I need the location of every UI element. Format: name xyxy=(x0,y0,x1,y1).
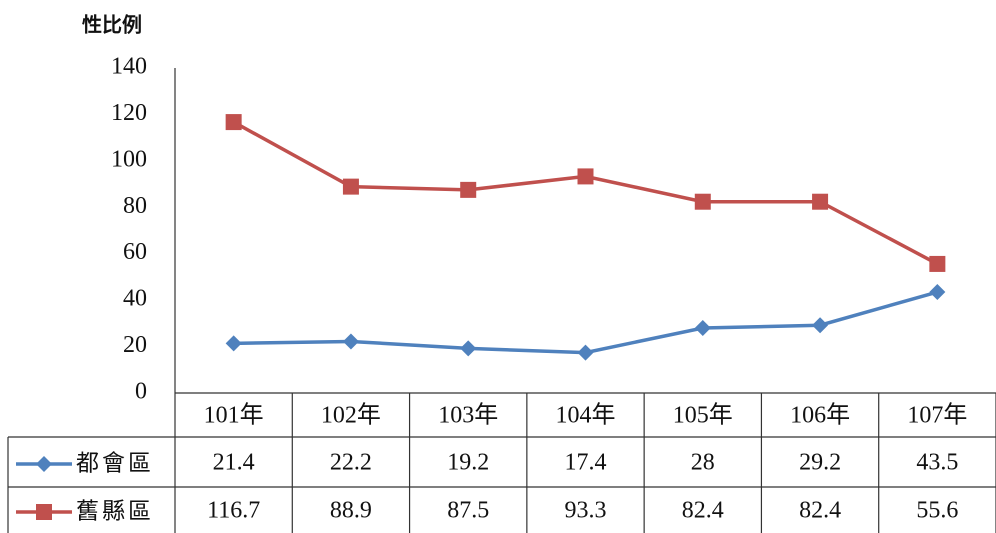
line xyxy=(233,290,938,355)
table-value: 82.4 xyxy=(799,498,841,524)
table-value: 82.4 xyxy=(682,498,724,524)
marker xyxy=(694,320,711,336)
x-tick-label: 102年 xyxy=(321,402,381,429)
marker xyxy=(929,255,946,272)
x-tick-label: 101年 xyxy=(204,402,264,429)
y-tick-label: 0 xyxy=(135,379,147,405)
marker xyxy=(460,181,477,198)
y-tick-label: 40 xyxy=(123,286,147,312)
marker xyxy=(929,284,946,301)
table-value: 28 xyxy=(691,450,715,476)
y-tick-label: 80 xyxy=(123,193,147,219)
table-value: 22.2 xyxy=(330,450,372,476)
table-value: 17.4 xyxy=(565,450,607,476)
marker xyxy=(460,340,477,357)
legend-label: 都會區 xyxy=(76,451,154,477)
table-value: 43.5 xyxy=(916,450,958,476)
table-value: 88.9 xyxy=(330,498,372,524)
marker xyxy=(36,504,52,520)
x-tick-label: 104年 xyxy=(556,402,616,429)
table-value: 29.2 xyxy=(799,450,841,476)
marker xyxy=(812,317,829,334)
table-value: 21.4 xyxy=(213,450,255,476)
marker xyxy=(225,335,242,352)
table-value: 116.7 xyxy=(207,498,260,524)
marker xyxy=(577,168,594,185)
table-value: 19.2 xyxy=(447,450,489,476)
table-value: 93.3 xyxy=(565,498,607,524)
marker xyxy=(36,456,52,472)
marker xyxy=(342,178,359,195)
chart-title: 性比例 xyxy=(82,13,142,37)
marker xyxy=(342,333,359,350)
table-value: 87.5 xyxy=(447,498,489,524)
x-tick-label: 107年 xyxy=(907,402,967,429)
marker xyxy=(577,344,594,361)
x-tick-label: 105年 xyxy=(673,402,733,429)
y-tick-label: 20 xyxy=(123,332,147,358)
x-tick-label: 103年 xyxy=(438,402,498,429)
table-value: 55.6 xyxy=(916,498,958,524)
y-tick-label: 100 xyxy=(111,146,147,172)
y-tick-label: 60 xyxy=(123,239,147,265)
marker xyxy=(225,114,242,131)
x-tick-label: 106年 xyxy=(790,402,850,429)
y-tick-label: 120 xyxy=(111,100,147,126)
legend-label: 舊縣區 xyxy=(76,499,154,525)
marker xyxy=(812,193,829,210)
y-tick-label: 140 xyxy=(111,54,147,80)
marker xyxy=(694,193,711,210)
line xyxy=(232,120,939,266)
